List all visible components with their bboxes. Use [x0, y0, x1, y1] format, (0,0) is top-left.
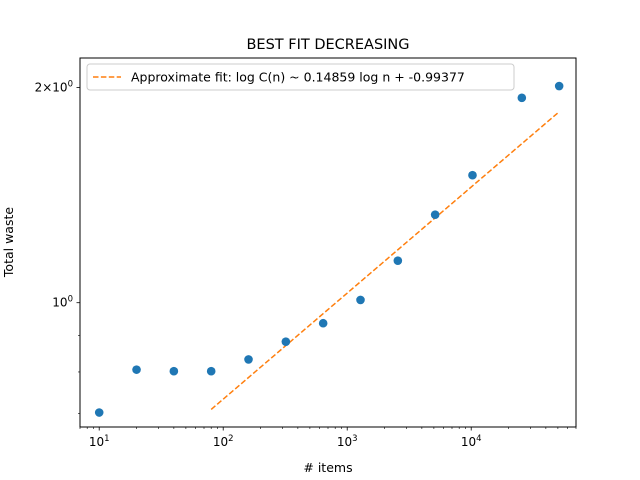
- data-point: [318, 318, 328, 328]
- data-point: [132, 365, 141, 374]
- data-point: [206, 366, 216, 376]
- x-axis-label: # items: [303, 460, 352, 475]
- series-layer: [94, 81, 564, 417]
- data-point: [281, 337, 291, 346]
- y-tick-label: 100: [52, 295, 73, 310]
- data-point: [468, 170, 477, 180]
- data-point: [356, 295, 365, 305]
- plot-frame: [79, 57, 577, 428]
- data-point: [169, 366, 179, 376]
- legend: Approximate fit: log C(n) ~ 0.14859 log …: [86, 63, 515, 91]
- plot-area: [80, 58, 576, 427]
- data-point: [554, 81, 564, 91]
- data-point: [517, 93, 527, 103]
- x-ticks: 101 102 103 104: [79, 427, 577, 449]
- data-point: [244, 355, 253, 364]
- legend-label-fit: Approximate fit: log C(n) ~ 0.14859 log …: [131, 70, 465, 85]
- data-point: [393, 256, 403, 265]
- x-tick-label: 102: [213, 434, 234, 449]
- y-tick-label: 2×100: [35, 80, 73, 95]
- x-tick-label: 101: [89, 434, 110, 449]
- x-tick-label: 104: [461, 434, 482, 449]
- data-point: [94, 408, 104, 417]
- legend-box: [86, 63, 515, 91]
- x-tick-label: 103: [337, 434, 358, 449]
- data-point: [430, 210, 440, 219]
- y-ticks: 100 2×100: [35, 80, 80, 414]
- fit-line: [210, 111, 560, 411]
- y-axis-label: Total waste: [1, 207, 16, 278]
- chart-title: BEST FIT DECREASING: [246, 37, 409, 53]
